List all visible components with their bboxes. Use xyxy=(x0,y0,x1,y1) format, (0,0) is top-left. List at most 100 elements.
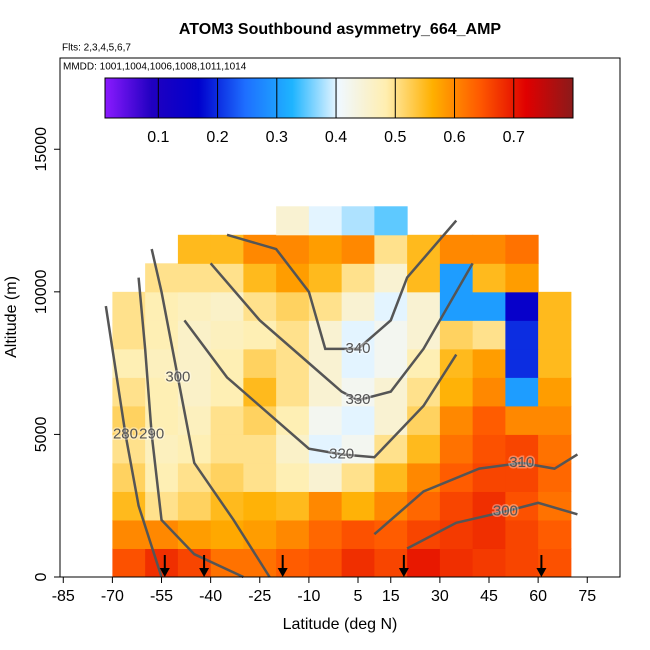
colorbar-tick-label: 0.4 xyxy=(325,129,347,146)
heat-cell xyxy=(145,377,179,407)
contour-label: 330 xyxy=(345,391,370,408)
heat-cell xyxy=(341,491,375,521)
arrow-head xyxy=(398,568,409,577)
arrow-head xyxy=(536,568,547,577)
heat-cell xyxy=(472,519,506,549)
x-tick-label: 60 xyxy=(529,588,547,605)
heat-cell xyxy=(505,548,539,578)
contour-label: 320 xyxy=(329,445,354,462)
heat-cell xyxy=(472,405,506,435)
colorbar-tick-label: 0.7 xyxy=(503,129,525,146)
heat-cell xyxy=(538,377,572,407)
heat-cell xyxy=(308,405,343,435)
heat-cell xyxy=(407,291,441,321)
contour-label: 310 xyxy=(509,454,534,471)
heat-cell xyxy=(243,320,277,350)
x-tick-label: 45 xyxy=(480,588,498,605)
heat-cell xyxy=(439,405,474,435)
heat-cell xyxy=(112,548,146,578)
contour-line xyxy=(183,319,458,459)
heat-cell xyxy=(276,206,310,236)
heat-cell xyxy=(177,462,212,492)
heat-cell xyxy=(308,263,343,293)
heat-cell xyxy=(407,377,441,407)
heat-cell xyxy=(276,234,310,264)
heat-cell xyxy=(243,491,277,521)
heat-cell xyxy=(276,491,310,521)
heat-cell xyxy=(276,291,310,321)
heat-cell xyxy=(112,462,146,492)
heat-cell xyxy=(276,405,310,435)
contour-label: 280 xyxy=(113,425,138,442)
heat-cell xyxy=(439,263,474,293)
heat-cell xyxy=(472,377,506,407)
contour-label: 340 xyxy=(345,340,370,357)
subtitle: Flts: 2,3,4,5,6,7 xyxy=(62,43,131,54)
heat-cell xyxy=(538,491,572,521)
heat-cell xyxy=(145,320,179,350)
heat-cell xyxy=(538,348,572,378)
heat-cell xyxy=(210,519,244,549)
heat-cell xyxy=(276,434,310,464)
x-tick-label: -70 xyxy=(101,588,124,605)
heat-cell xyxy=(472,263,506,293)
heat-cell xyxy=(210,234,244,264)
heat-cell xyxy=(243,377,277,407)
heat-cell xyxy=(276,263,310,293)
heat-cell xyxy=(210,320,244,350)
heat-cell xyxy=(341,434,375,464)
heat-cell xyxy=(374,291,408,321)
heat-cell xyxy=(145,434,179,464)
heat-cell xyxy=(472,234,506,264)
heat-cell xyxy=(472,320,506,350)
heat-cell xyxy=(505,405,539,435)
heat-cell xyxy=(308,291,343,321)
heat-cell xyxy=(374,405,408,435)
heat-cell xyxy=(341,291,375,321)
heat-cell xyxy=(374,348,408,378)
plot-frame xyxy=(59,57,621,578)
heat-cell xyxy=(472,548,506,578)
heat-cell xyxy=(538,291,572,321)
heat-cell xyxy=(439,434,474,464)
heat-cell xyxy=(308,377,343,407)
heat-cell xyxy=(505,320,539,350)
heat-cell xyxy=(505,263,539,293)
heat-cell xyxy=(308,491,343,521)
heat-cell xyxy=(177,263,212,293)
y-axis-label: Altitude (m) xyxy=(3,276,20,358)
heat-cell xyxy=(177,405,212,435)
x-tick-label: -55 xyxy=(150,588,173,605)
heat-cell xyxy=(341,548,375,578)
heat-cell xyxy=(112,405,146,435)
heat-cell xyxy=(308,348,343,378)
colorbar xyxy=(104,77,574,119)
heat-cell xyxy=(505,519,539,549)
heat-cell xyxy=(505,234,539,264)
arrow-head xyxy=(159,568,170,577)
heat-cell xyxy=(538,434,572,464)
heat-cell xyxy=(341,320,375,350)
heat-cell xyxy=(243,234,277,264)
x-tick-label: 75 xyxy=(578,588,596,605)
heat-cell xyxy=(308,234,343,264)
heat-cell xyxy=(341,206,375,236)
x-tick-label: -85 xyxy=(52,588,75,605)
contour-line xyxy=(104,305,163,578)
heat-cell xyxy=(210,405,244,435)
heat-cell xyxy=(210,377,244,407)
heat-cell xyxy=(210,462,244,492)
heat-cell xyxy=(505,348,539,378)
heat-cell xyxy=(308,519,343,549)
annotation: MMDD: 1001,1004,1006,1008,1011,1014 xyxy=(63,62,247,73)
x-tick-label: -25 xyxy=(248,588,271,605)
heat-cell xyxy=(439,491,474,521)
heat-cell xyxy=(341,348,375,378)
contour-line xyxy=(137,277,244,579)
heat-cell xyxy=(308,320,343,350)
heat-cell xyxy=(407,491,441,521)
heat-cell xyxy=(112,491,146,521)
heat-cell xyxy=(276,377,310,407)
heat-cell xyxy=(439,377,474,407)
y-tick-label: 0 xyxy=(33,572,50,581)
